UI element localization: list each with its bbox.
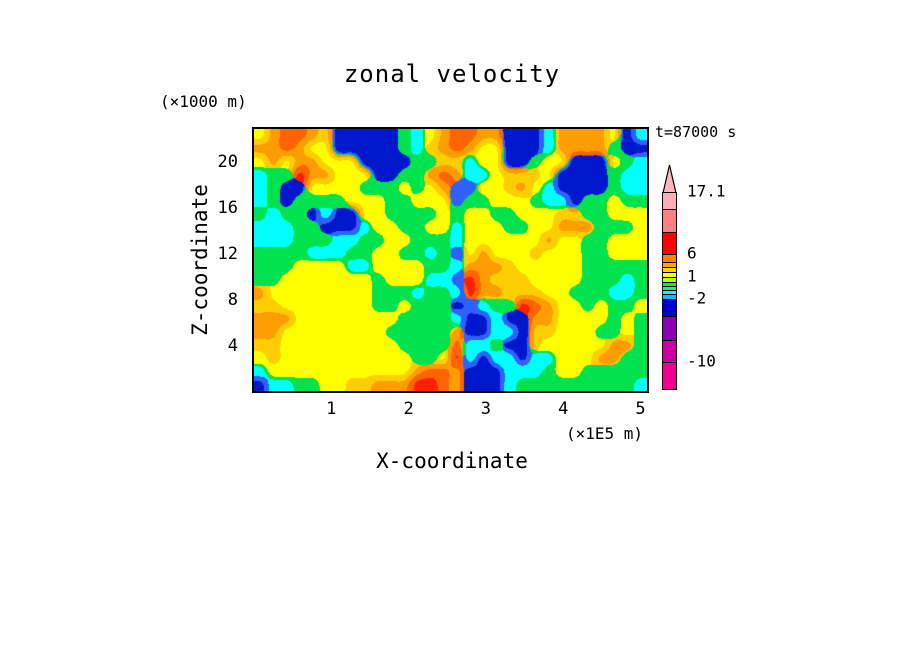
x-tick-label: 1 [326, 399, 337, 419]
y-tick-label: 20 [217, 151, 238, 172]
time-annotation: t=87000 s [655, 123, 737, 141]
x-tick-label: 2 [403, 399, 414, 419]
colorbar-segment [662, 316, 677, 341]
x-axis-unit-label: (×1E5 m) [566, 424, 644, 443]
contour-field-canvas [254, 129, 647, 391]
x-tick-label: 3 [480, 399, 492, 419]
colorbar-segment [662, 340, 677, 363]
y-tick-label: 8 [227, 289, 238, 310]
colorbar-tick-label: 1 [687, 266, 697, 286]
colorbar-segment [662, 299, 677, 317]
colorbar-tick-label: -2 [687, 288, 707, 308]
colorbar-segment [662, 192, 677, 210]
colorbar-tick-label: 6 [687, 243, 697, 263]
chart-title: zonal velocity [343, 60, 561, 88]
y-tick-label: 16 [217, 197, 238, 218]
y-tick-label: 4 [227, 335, 238, 356]
colorbar-arrow-icon [662, 164, 677, 194]
x-tick-label: 4 [558, 399, 569, 419]
colorbar-tick-label: 17.1 [687, 181, 726, 201]
colorbar-tick-label: -10 [687, 351, 716, 371]
x-tick-label: 5 [635, 399, 646, 419]
plot-frame [252, 127, 649, 393]
colorbar-segment [662, 232, 677, 255]
x-axis-title: X-coordinate [376, 449, 528, 473]
colorbar-segments [662, 192, 677, 390]
y-tick-label: 12 [217, 243, 238, 264]
colorbar-segment [662, 362, 677, 390]
y-axis-unit-label: (×1000 m) [160, 92, 247, 111]
colorbar-segment [662, 209, 677, 233]
